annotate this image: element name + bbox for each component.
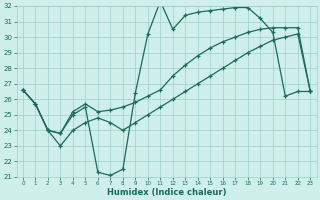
- X-axis label: Humidex (Indice chaleur): Humidex (Indice chaleur): [107, 188, 226, 197]
